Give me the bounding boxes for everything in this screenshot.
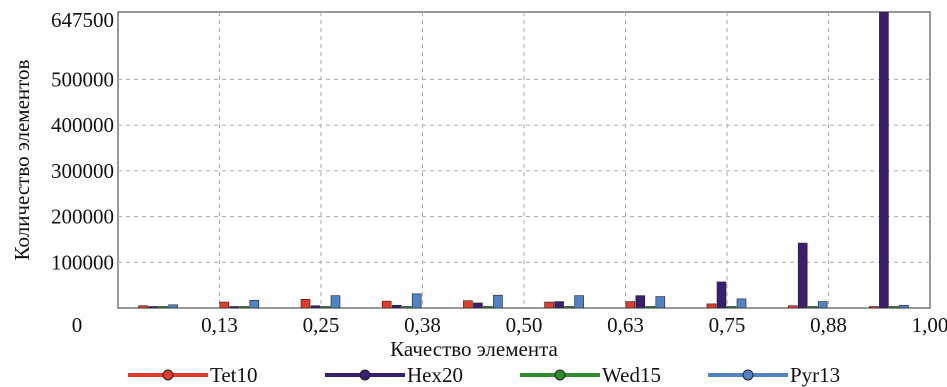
bar-pyr13-5: [574, 295, 584, 309]
gridlines: [118, 12, 930, 308]
y-tick-labels: 0 100000 200000 300000 400000 500000 647500: [51, 8, 114, 337]
bar-tet10-5: [544, 301, 554, 309]
bar-hex20-7: [716, 281, 727, 309]
bar-pyr13-1: [249, 299, 260, 309]
bar-hex20-8: [797, 242, 808, 309]
bar-tet10-6: [625, 301, 636, 309]
x-tick-labels: 0,13 0,25 0,38 0,50 0,63 0,75 0,88 1,00: [201, 313, 947, 337]
bar-tet10-0: [138, 305, 148, 309]
x-tick-label-1: 0,25: [303, 313, 340, 337]
bar-pyr13-4: [493, 294, 503, 309]
y-tick-label-6: 647500: [51, 8, 114, 32]
x-tick-label-3: 0,50: [506, 313, 543, 337]
y-axis-title: Количество элементов: [10, 59, 34, 260]
bar-tet10-1: [219, 301, 230, 309]
bar-wed15-0: [158, 306, 168, 309]
bar-tet10-8: [787, 305, 798, 309]
legend: Tet10 Hex20 Wed15 Pyr13: [128, 363, 840, 387]
bar-hex20-5: [554, 301, 564, 309]
y-tick-label-1: 100000: [51, 250, 114, 274]
bar-pyr13-9: [899, 304, 909, 309]
x-tick-label-2: 0,38: [404, 313, 441, 337]
bar-hex20-2: [310, 305, 321, 309]
y-tick-label-3: 300000: [51, 159, 114, 183]
bar-pyr13-3: [411, 293, 422, 309]
legend-label-pyr13: Pyr13: [790, 363, 840, 387]
bar-pyr13-8: [817, 301, 828, 309]
bar-hex20-4: [473, 302, 483, 309]
bar-wed15-7: [726, 306, 737, 309]
x-axis-title: Качество элемента: [390, 337, 558, 361]
bar-wed15-1: [239, 306, 250, 309]
x-tick-label-0: 0,13: [201, 313, 238, 337]
bar-tet10-3: [381, 300, 392, 309]
legend-marker-hex20: [359, 369, 371, 381]
y-tick-label-2: 200000: [51, 205, 114, 229]
x-tick-label-7: 1,00: [912, 313, 947, 337]
legend-label-tet10: Tet10: [210, 363, 258, 387]
x-tick-label-4: 0,63: [607, 313, 644, 337]
bar-hex20-6: [635, 295, 646, 309]
legend-label-wed15: Wed15: [602, 363, 661, 387]
x-tick-label-6: 0,88: [810, 313, 847, 337]
bar-wed15-3: [401, 306, 412, 309]
legend-marker-pyr13: [742, 369, 754, 381]
bar-hex20-0: [148, 306, 158, 309]
bar-wed15-4: [483, 306, 493, 309]
bar-wed15-6: [645, 306, 656, 309]
bar-pyr13-7: [736, 298, 747, 309]
bar-hex20-3: [391, 304, 402, 309]
bar-tet10-9: [869, 306, 879, 309]
legend-label-hex20: Hex20: [407, 363, 463, 387]
bar-hex20-1: [229, 306, 240, 309]
legend-marker-tet10: [162, 369, 174, 381]
bar-hex20-9: [879, 11, 889, 309]
bar-pyr13-0: [168, 304, 178, 309]
bar-wed15-8: [807, 306, 818, 309]
bar-tet10-2: [300, 299, 311, 309]
y-tick-label-4: 400000: [51, 113, 114, 137]
x-tick-label-5: 0,75: [709, 313, 746, 337]
bar-wed15-5: [564, 306, 574, 309]
bar-wed15-2: [320, 306, 331, 309]
bar-pyr13-2: [330, 295, 341, 309]
y-tick-label-5: 500000: [51, 67, 114, 91]
bar-wed15-9: [889, 306, 899, 309]
bar-pyr13-6: [655, 296, 666, 309]
legend-marker-wed15: [554, 369, 566, 381]
y-tick-label-0: 0: [72, 313, 83, 337]
bars: [138, 11, 909, 309]
bar-tet10-7: [706, 303, 717, 309]
bar-tet10-4: [463, 300, 473, 309]
